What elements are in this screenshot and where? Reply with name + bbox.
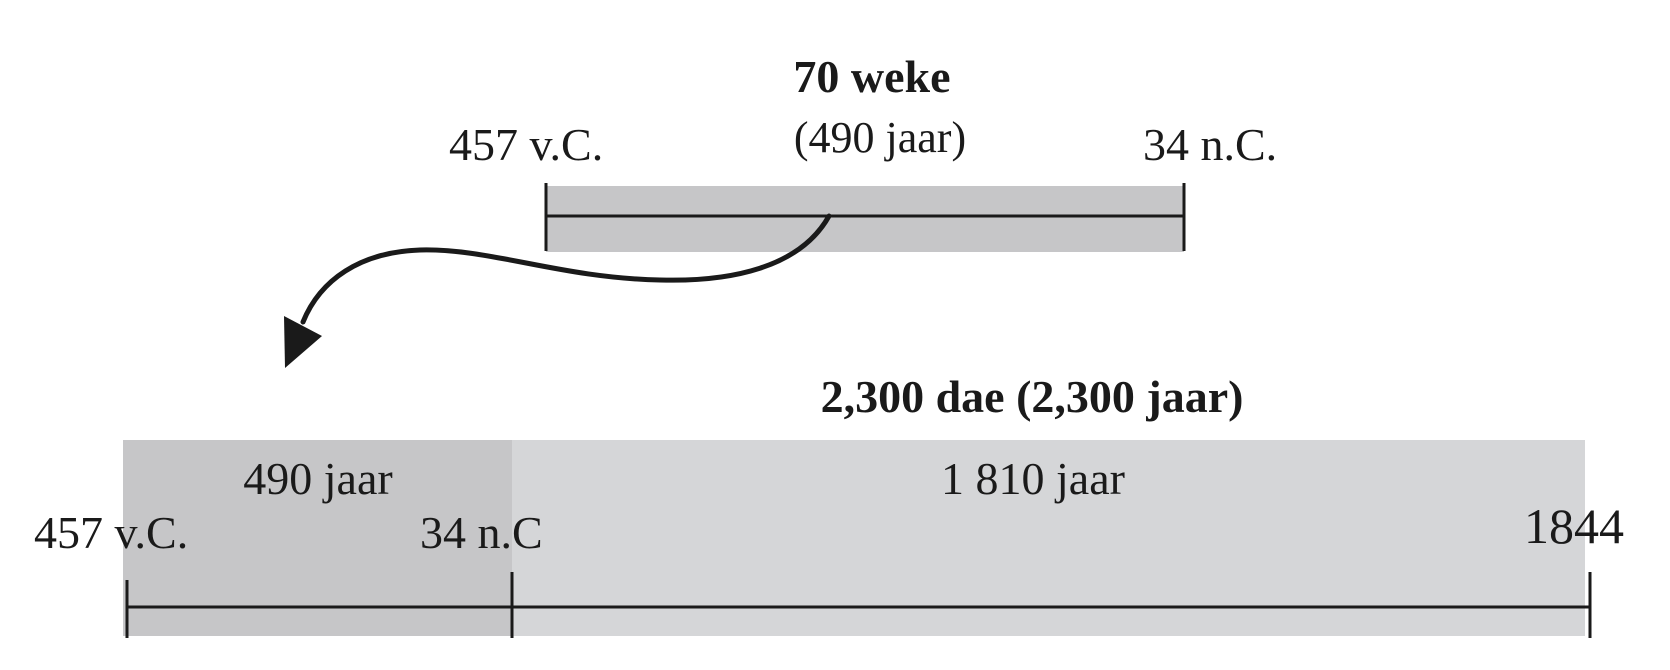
top-timeline-end-label: 34 n.C. [1143, 119, 1277, 170]
bottom-timeline-mid-label: 34 n.C [420, 507, 543, 558]
top-timeline-start-label: 457 v.C. [449, 119, 603, 170]
top-timeline-title: 70 weke [793, 51, 950, 102]
top-timeline: 70 weke (490 jaar) 457 v.C. 34 n.C. [449, 51, 1277, 252]
top-timeline-bar [546, 186, 1184, 252]
bottom-timeline: 2,300 dae (2,300 jaar) 490 jaar 1 810 ja… [34, 371, 1624, 638]
connector-arrowhead-icon [284, 316, 322, 368]
bottom-timeline-end-label: 1844 [1524, 498, 1624, 554]
bottom-timeline-start-label: 457 v.C. [34, 507, 188, 558]
connector-arrow-curve [300, 213, 832, 325]
bottom-segment-1810-label: 1 810 jaar [941, 453, 1125, 504]
bottom-timeline-title: 2,300 dae (2,300 jaar) [821, 371, 1244, 422]
bottom-segment-490-label: 490 jaar [243, 453, 392, 504]
connector-arrow [284, 213, 832, 368]
bottom-segment-1810-bar [512, 440, 1585, 636]
bottom-segment-490-bar [123, 440, 512, 636]
top-timeline-subtitle: (490 jaar) [794, 113, 966, 162]
